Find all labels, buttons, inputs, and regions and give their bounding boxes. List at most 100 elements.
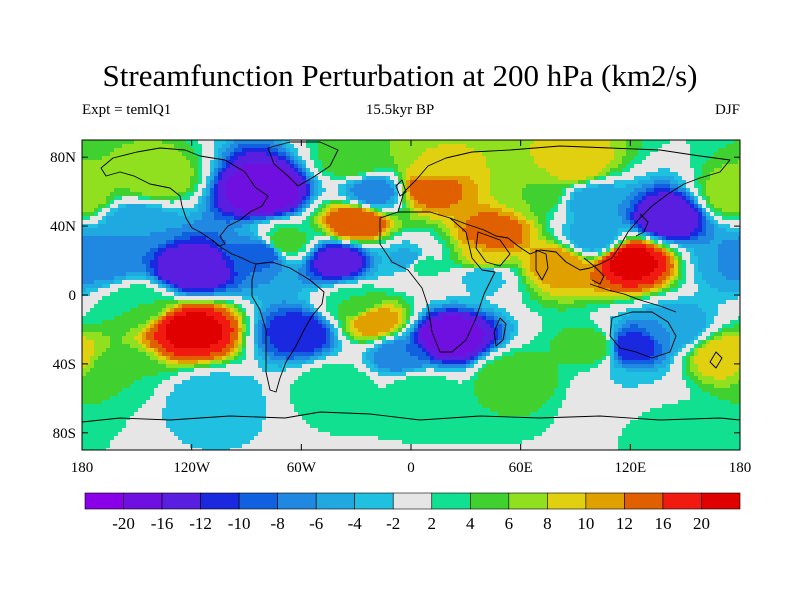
field-cell <box>450 140 455 145</box>
field-cell <box>558 248 563 253</box>
field-cell <box>710 168 715 173</box>
field-cell <box>138 184 143 189</box>
field-cell <box>190 140 195 145</box>
field-cell <box>346 240 351 245</box>
field-cell <box>714 200 719 205</box>
field-cell <box>574 152 579 157</box>
field-cell <box>562 180 567 185</box>
field-cell <box>262 224 267 229</box>
field-cell <box>174 208 179 213</box>
field-cell <box>690 204 695 209</box>
field-cell <box>134 244 139 249</box>
field-cell <box>174 192 179 197</box>
field-cell <box>726 232 731 237</box>
field-cell <box>542 252 547 257</box>
field-cell <box>578 220 583 225</box>
field-cell <box>118 232 123 237</box>
field-cell <box>626 208 631 213</box>
field-cell <box>450 168 455 173</box>
field-cell <box>410 208 415 213</box>
field-cell <box>298 208 303 213</box>
field-cell <box>466 172 471 177</box>
field-cell <box>226 212 231 217</box>
field-cell <box>182 156 187 161</box>
field-cell <box>722 144 727 149</box>
field-cell <box>362 148 367 153</box>
field-cell <box>110 208 115 213</box>
field-cell <box>570 148 575 153</box>
field-cell <box>562 252 567 257</box>
field-cell <box>274 180 279 185</box>
field-cell <box>278 188 283 193</box>
field-cell <box>662 176 667 181</box>
field-cell <box>686 188 691 193</box>
field-cell <box>162 260 167 265</box>
field-cell <box>282 220 287 225</box>
field-cell <box>302 248 307 253</box>
field-cell <box>334 144 339 149</box>
field-cell <box>658 244 663 249</box>
field-cell <box>358 144 363 149</box>
field-cell <box>662 256 667 261</box>
field-cell <box>486 256 491 261</box>
field-cell <box>258 224 263 229</box>
field-cell <box>406 152 411 157</box>
field-cell <box>630 252 635 257</box>
field-cell <box>694 148 699 153</box>
field-cell <box>210 140 215 145</box>
field-cell <box>442 240 447 245</box>
field-cell <box>450 160 455 165</box>
field-cell <box>602 184 607 189</box>
field-cell <box>738 248 740 253</box>
field-cell <box>274 148 279 153</box>
field-cell <box>718 252 723 257</box>
field-cell <box>450 248 455 253</box>
field-cell <box>362 208 367 213</box>
field-cell <box>718 236 723 241</box>
field-cell <box>646 160 651 165</box>
field-cell <box>510 248 515 253</box>
field-cell <box>482 140 487 145</box>
field-cell <box>530 232 535 237</box>
field-cell <box>234 160 239 165</box>
field-cell <box>406 256 411 261</box>
field-cell <box>310 164 315 169</box>
field-cell <box>374 140 379 145</box>
field-cell <box>238 236 243 241</box>
field-cell <box>326 168 331 173</box>
field-cell <box>246 256 251 261</box>
field-cell <box>494 252 499 257</box>
field-cell <box>550 188 555 193</box>
field-cell <box>558 196 563 201</box>
field-cell <box>362 252 367 257</box>
field-cell <box>194 168 199 173</box>
field-cell <box>462 144 467 149</box>
field-cell <box>274 172 279 177</box>
field-cell <box>162 256 167 261</box>
field-cell <box>606 252 611 257</box>
field-cell <box>178 176 183 181</box>
field-cell <box>446 200 451 205</box>
field-cell <box>522 188 527 193</box>
field-cell <box>622 180 627 185</box>
field-cell <box>114 236 119 241</box>
field-cell <box>426 208 431 213</box>
field-cell <box>474 164 479 169</box>
field-cell <box>526 256 531 261</box>
field-cell <box>418 240 423 245</box>
field-cell <box>286 180 291 185</box>
field-cell <box>242 244 247 249</box>
field-cell <box>322 216 327 221</box>
field-cell <box>122 236 127 241</box>
field-cell <box>714 216 719 221</box>
field-cell <box>114 172 119 177</box>
field-cell <box>246 164 251 169</box>
field-cell <box>678 224 683 229</box>
field-cell <box>602 200 607 205</box>
field-cell <box>114 176 119 181</box>
field-cell <box>302 224 307 229</box>
field-cell <box>254 184 259 189</box>
field-cell <box>638 224 643 229</box>
field-cell <box>238 200 243 205</box>
field-cell <box>302 148 307 153</box>
